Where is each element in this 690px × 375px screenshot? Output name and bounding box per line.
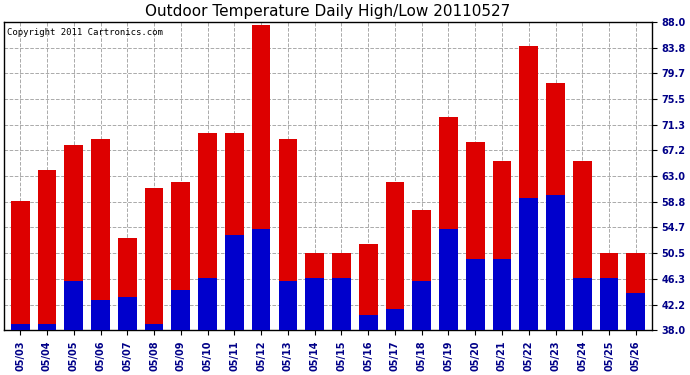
Bar — [145, 324, 164, 330]
Text: Copyright 2011 Cartronics.com: Copyright 2011 Cartronics.com — [8, 28, 164, 37]
Bar — [332, 278, 351, 330]
Bar — [386, 309, 404, 330]
Bar — [118, 297, 137, 330]
Bar — [573, 278, 591, 330]
Bar — [520, 198, 538, 330]
Bar — [91, 300, 110, 330]
Bar — [38, 170, 57, 330]
Bar — [279, 139, 297, 330]
Bar — [198, 278, 217, 330]
Bar — [493, 160, 511, 330]
Bar — [279, 281, 297, 330]
Bar — [225, 133, 244, 330]
Bar — [439, 117, 458, 330]
Bar — [252, 25, 270, 330]
Bar — [359, 315, 377, 330]
Bar — [11, 201, 30, 330]
Bar — [600, 253, 618, 330]
Bar — [386, 182, 404, 330]
Bar — [198, 133, 217, 330]
Bar — [332, 253, 351, 330]
Bar — [38, 324, 57, 330]
Bar — [305, 253, 324, 330]
Bar — [627, 253, 645, 330]
Bar — [546, 195, 565, 330]
Bar — [627, 293, 645, 330]
Bar — [171, 182, 190, 330]
Bar — [439, 229, 458, 330]
Bar — [466, 260, 484, 330]
Bar — [225, 235, 244, 330]
Bar — [573, 160, 591, 330]
Bar — [520, 46, 538, 330]
Bar — [118, 238, 137, 330]
Bar — [91, 139, 110, 330]
Bar — [305, 278, 324, 330]
Bar — [600, 278, 618, 330]
Bar — [546, 84, 565, 330]
Bar — [252, 229, 270, 330]
Bar — [171, 290, 190, 330]
Bar — [413, 210, 431, 330]
Bar — [413, 281, 431, 330]
Bar — [493, 260, 511, 330]
Bar — [145, 189, 164, 330]
Bar — [64, 145, 83, 330]
Bar — [64, 281, 83, 330]
Title: Outdoor Temperature Daily High/Low 20110527: Outdoor Temperature Daily High/Low 20110… — [146, 4, 511, 19]
Bar — [466, 142, 484, 330]
Bar — [359, 244, 377, 330]
Bar — [11, 324, 30, 330]
